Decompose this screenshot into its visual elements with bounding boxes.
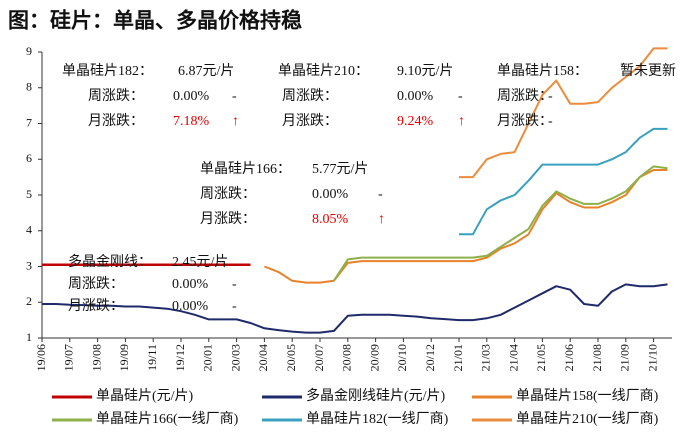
- x-tick-label: 21/09: [618, 344, 632, 371]
- annotation-text: 周涨跌：: [282, 88, 338, 104]
- x-tick-label: 20/07: [312, 344, 326, 371]
- annotation-text: 5.77元/片: [312, 161, 368, 177]
- annotation-text: -: [378, 187, 383, 202]
- x-tick-label: 21/01: [451, 344, 465, 371]
- annotation-text: -: [232, 277, 237, 292]
- annotation-text: -: [458, 89, 463, 104]
- annotation-text: 周涨跌：: [68, 276, 124, 292]
- legend-label: 单晶硅片(元/片): [96, 388, 194, 404]
- x-tick-label: 20/01: [201, 344, 215, 371]
- legend-label: 多晶金刚线硅片(元/片): [306, 387, 446, 404]
- x-tick-label: 21/08: [590, 344, 604, 371]
- annotation-text: 单晶硅片210：: [278, 63, 369, 79]
- legend-label: 单晶硅片166(一线厂商): [96, 411, 239, 427]
- chart-title: 图：硅片：单晶、多晶价格持稳: [8, 9, 302, 33]
- series-line: [264, 169, 668, 284]
- annotation-text: 周涨跌：: [88, 88, 144, 104]
- x-tick-label: 20/08: [340, 344, 354, 371]
- x-tick-label: 21/04: [506, 344, 520, 371]
- y-tick-label: 1: [26, 330, 32, 344]
- annotation-text: 6.87元/片: [178, 63, 234, 79]
- annotation-text: 9.24%: [397, 114, 434, 129]
- y-tick-label: 7: [26, 115, 32, 129]
- annotation-text: 月涨跌：: [497, 113, 553, 129]
- annotation-text: 暂未更新: [620, 63, 676, 79]
- x-tick-label: 21/05: [534, 344, 548, 371]
- y-tick-label: 6: [26, 151, 32, 165]
- annotation-text: -: [548, 114, 553, 129]
- x-tick-label: 21/03: [479, 344, 493, 371]
- series-line: [459, 127, 668, 236]
- annotation-text: 单晶硅片182：: [62, 63, 153, 79]
- x-tick-label: 20/09: [367, 344, 381, 371]
- x-tick-label: 20/10: [395, 344, 409, 371]
- annotation-text: 7.18%: [173, 114, 210, 129]
- annotation-text: 单晶硅片166：: [200, 161, 291, 177]
- series-line: [333, 165, 668, 282]
- annotation-text: 2.45元/片: [172, 254, 228, 270]
- annotation-text: 9.10元/片: [397, 63, 453, 79]
- annotation-text: 月涨跌：: [68, 298, 124, 314]
- annotation-text: 0.00%: [173, 89, 210, 104]
- x-tick-label: 19/07: [62, 344, 76, 371]
- x-tick-label: 21/10: [645, 344, 659, 371]
- annotation-text: ↑: [378, 212, 385, 227]
- series-line: [459, 47, 668, 179]
- y-tick-label: 5: [26, 187, 32, 201]
- x-tick-label: 19/11: [145, 344, 159, 371]
- annotation-text: -: [548, 89, 553, 104]
- legend-label: 单晶硅片182(一线厂商): [306, 411, 449, 427]
- x-tick-label: 20/04: [256, 344, 270, 371]
- y-tick-label: 8: [26, 80, 32, 94]
- annotation-text: 0.00%: [172, 277, 209, 292]
- x-tick-label: 19/12: [173, 344, 187, 371]
- annotation-text: ↑: [458, 114, 465, 129]
- legend-label: 单晶硅片158(一线厂商): [516, 388, 659, 404]
- x-tick-label: 20/05: [284, 344, 298, 371]
- annotation-text: -: [232, 299, 237, 314]
- annotation-text: 月涨跌：: [200, 211, 256, 227]
- x-tick-label: 19/09: [117, 344, 131, 371]
- y-tick-label: 4: [26, 223, 32, 237]
- annotation-text: 0.00%: [312, 187, 349, 202]
- x-tick-label: 20/03: [228, 344, 242, 371]
- annotation-text: 单晶硅片158：: [497, 63, 588, 79]
- annotation-text: -: [232, 89, 237, 104]
- annotation-text: 多晶金刚线：: [68, 253, 152, 270]
- annotation-text: 周涨跌：: [497, 88, 553, 104]
- y-tick-label: 9: [26, 44, 32, 58]
- annotation-text: 周涨跌：: [200, 186, 256, 202]
- annotation-text: 0.00%: [172, 299, 209, 314]
- x-tick-label: 20/12: [423, 344, 437, 371]
- annotation-text: 月涨跌：: [88, 113, 144, 129]
- annotation-text: 8.05%: [312, 212, 349, 227]
- y-tick-label: 2: [26, 294, 32, 308]
- x-tick-label: 19/06: [34, 344, 48, 371]
- annotation-text: 月涨跌：: [282, 113, 338, 129]
- annotation-text: 0.00%: [397, 89, 434, 104]
- y-tick-label: 3: [26, 258, 32, 272]
- x-tick-label: 19/08: [89, 344, 103, 371]
- annotation-text: ↑: [232, 114, 239, 129]
- x-tick-label: 21/06: [562, 344, 576, 371]
- legend-label: 单晶硅片210(一线厂商): [516, 411, 659, 427]
- series-line: [42, 283, 668, 334]
